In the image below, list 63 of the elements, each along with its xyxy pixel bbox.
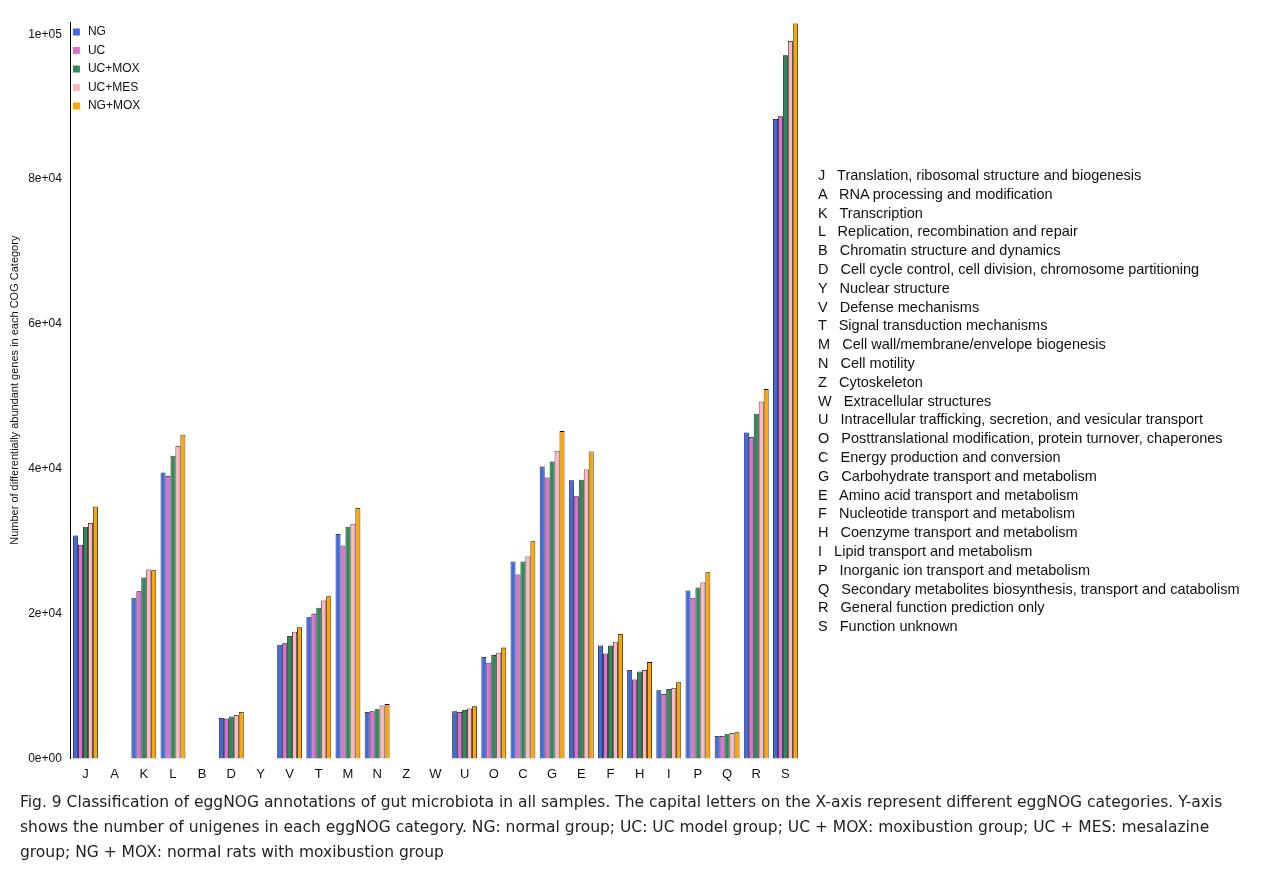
x-tick-label: Z — [402, 765, 411, 781]
legend-label: UC+MOX — [87, 61, 140, 76]
x-tick-label: D — [226, 765, 236, 781]
text: H Coenzyme transport and metabolism — [818, 523, 1079, 542]
text: N Cell motility — [818, 353, 916, 373]
text: M Cell wall/membrane/envelope biogenesis — [818, 335, 1107, 354]
x-tick-label: W — [429, 765, 443, 781]
text: V Defense mechanisms — [818, 297, 981, 317]
text: K Transcription — [818, 203, 924, 223]
x-tick-label: F — [606, 765, 615, 781]
x-tick-label: I — [666, 765, 671, 781]
text: O Posttranslational modification, protein turnover, chaperones — [818, 429, 1224, 448]
x-tick-label: S — [781, 765, 791, 781]
caption: Fig. 9 Classification of eggNOG annotations of gut microbiota in all samples. The capital letters on the X-axis represent different eggNOG categories. Y-axis shows the number of unigenes in each eggNOG category. NG: normal group; UC: UC model group; UC + MOX: moxibustion group; UC + MES: mesalazine group; NG + MOX: normal rats with moxibustion group — [20, 792, 1224, 863]
text: R General function prediction only — [818, 598, 1046, 618]
text: J Translation, ribosomal structure and biogenesis — [818, 166, 1143, 185]
x-tick-label: E — [576, 765, 586, 781]
x-tick-label: Y — [256, 765, 266, 781]
x-tick-label: B — [197, 765, 207, 781]
text: U Intracellular trafficking, secretion, and vesicular transport — [818, 410, 1204, 430]
x-tick-label: P — [693, 765, 703, 781]
x-tick-label: R — [751, 765, 761, 781]
text: W Extracellular structures — [818, 391, 993, 411]
text: T Signal transduction mechanisms — [818, 316, 1049, 336]
text: G Carbohydrate transport and metabolism — [818, 466, 1098, 486]
x-tick-label: Q — [722, 765, 733, 781]
x-tick-label: L — [169, 765, 177, 781]
text: Z Cytoskeleton — [818, 372, 924, 392]
legend-label: NG+MOX — [87, 98, 141, 113]
text: Q Secondary metabolites biosynthesis, transport and catabolism — [818, 579, 1240, 599]
x-tick-label: M — [342, 765, 354, 781]
x-tick-label: J — [82, 765, 89, 781]
y-axis-title: Number of differentially abundant genes in each COG Category — [7, 235, 20, 545]
x-tick-label: A — [110, 765, 120, 781]
y-tick-label: 0e+00 — [28, 750, 63, 765]
text: B Chromatin structure and dynamics — [818, 241, 1062, 260]
x-tick-label: V — [285, 765, 295, 781]
x-tick-label: N — [372, 765, 382, 781]
x-tick-label: G — [547, 765, 558, 781]
x-tick-label: C — [518, 765, 528, 781]
x-tick-label: H — [634, 765, 645, 781]
text: L Replication, recombination and repair — [818, 222, 1079, 242]
text: A RNA processing and modification — [818, 184, 1054, 204]
text: E Amino acid transport and metabolism — [818, 485, 1080, 505]
text: D Cell cycle control, cell division, chromosome partitioning — [818, 260, 1201, 279]
text: F Nucleotide transport and metabolism — [818, 504, 1077, 524]
y-tick-label: 6e+04 — [28, 316, 63, 331]
x-tick-label: T — [314, 765, 323, 781]
y-tick-label: 1e+05 — [28, 26, 63, 41]
text: P Inorganic ion transport and metabolism — [818, 560, 1092, 580]
text: I Lipid transport and metabolism — [818, 541, 1034, 561]
legend-label: UC — [87, 42, 106, 57]
legend-label: NG — [87, 24, 106, 39]
x-tick-label: O — [488, 765, 499, 781]
x-tick-label: K — [139, 765, 149, 781]
text: Y Nuclear structure — [818, 278, 951, 298]
text: C Energy production and conversion — [818, 447, 1062, 467]
x-tick-label: U — [459, 765, 470, 781]
legend-label: UC+MES — [87, 79, 139, 94]
y-tick-label: 4e+04 — [28, 461, 63, 476]
y-tick-label: 2e+04 — [28, 605, 63, 620]
y-tick-label: 8e+04 — [28, 171, 63, 186]
text: S Function unknown — [818, 617, 959, 636]
